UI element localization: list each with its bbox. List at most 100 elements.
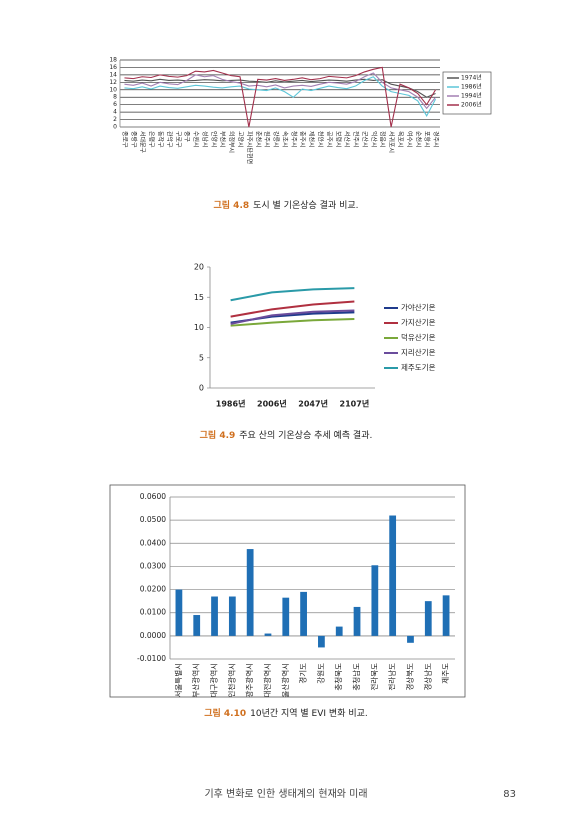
x-tick-label: 인천광역시	[226, 663, 236, 698]
x-tick-label: 제천시	[308, 131, 316, 148]
caption-label: 그림 4.9	[200, 429, 236, 441]
x-tick-label: 대전광역시	[262, 663, 272, 698]
figure-caption: 그림 4.9 주요 산의 기온상승 추세 예측 결과.	[200, 429, 373, 441]
x-tick-label: 천안시	[317, 131, 325, 148]
chart-frame	[109, 484, 466, 698]
x-tick-label: 순천시	[414, 131, 422, 148]
y-tick-label: 0	[199, 384, 204, 393]
y-tick-label: 14	[109, 71, 117, 78]
x-tick-label: 청주시	[290, 131, 297, 148]
y-tick-label: 12	[109, 79, 117, 86]
x-tick-label: 광주광역시	[244, 663, 254, 698]
series-line	[230, 309, 355, 325]
caption-text: 10년간 지역 별 EVI 변화 비교.	[250, 708, 368, 719]
y-tick-label: 0.0300	[140, 561, 166, 570]
x-tick-label: 종로구	[121, 131, 128, 148]
legend-label: 가지산기온	[401, 317, 436, 327]
x-tick-label: 포항시	[423, 131, 431, 148]
bar	[371, 565, 379, 636]
y-tick-label: 15	[194, 293, 204, 302]
x-tick-label: 1986년	[216, 399, 246, 409]
legend-label: 1974년	[461, 74, 482, 82]
x-tick-label: 수원시	[192, 131, 200, 148]
x-tick-label: 제주도	[441, 663, 450, 684]
bar	[282, 597, 290, 636]
bar	[335, 626, 343, 636]
legend-frame	[442, 71, 492, 115]
y-tick-label: 0.0500	[140, 515, 166, 524]
x-tick-label: 서귀포시	[388, 131, 396, 153]
x-tick-label: 서산시	[343, 131, 351, 148]
legend-label: 지리산기온	[401, 347, 436, 357]
y-tick-label: -0.0100	[137, 654, 166, 663]
x-tick-label: 중구	[183, 131, 190, 143]
x-tick-label: 강원도	[315, 663, 325, 684]
caption-text: 주요 산의 기온상승 추세 예측 결과.	[239, 430, 372, 441]
y-tick-label: 0.0400	[140, 538, 166, 547]
x-tick-label: 2107년	[340, 399, 370, 409]
bar	[228, 596, 236, 636]
y-tick-label: 0	[113, 124, 117, 131]
x-tick-label: 의정부시	[228, 131, 236, 153]
x-tick-label: 공주시	[325, 131, 332, 148]
x-tick-label: 익산시	[370, 131, 378, 148]
legend-label: 2006년	[461, 101, 482, 109]
bar	[246, 549, 254, 636]
x-tick-label: 부천시	[219, 131, 227, 148]
y-tick-label: 10	[194, 323, 204, 332]
y-tick-label: 4	[113, 109, 117, 116]
y-tick-label: 18	[109, 57, 117, 64]
x-tick-label: 성남시	[201, 131, 209, 148]
bar	[389, 515, 397, 636]
x-tick-label: 관악구	[165, 131, 173, 148]
x-tick-label: 경상남도	[422, 663, 432, 691]
legend-label: 제주도기온	[401, 363, 436, 372]
x-tick-label: 충청남도	[352, 663, 361, 691]
y-tick-label: 16	[109, 64, 117, 71]
legend-label: 덕유산기온	[401, 332, 436, 342]
bar	[442, 595, 450, 636]
y-tick-label: 2	[113, 116, 117, 123]
x-tick-label: 여수시	[405, 131, 413, 148]
bar	[264, 633, 272, 636]
x-tick-label: 목포시	[397, 131, 404, 148]
series-line	[124, 76, 437, 117]
x-tick-label: 파주시탄현면	[245, 131, 253, 164]
bar	[424, 601, 432, 636]
x-tick-label: 전라남도	[387, 663, 397, 691]
x-tick-label: 고양시	[237, 131, 245, 148]
series-line	[230, 318, 355, 327]
bar	[193, 615, 201, 636]
y-tick-label: 10	[109, 86, 117, 93]
x-tick-label: 안양시	[210, 131, 218, 148]
y-tick-label: 0.0200	[140, 585, 166, 594]
x-tick-label: 대구광역시	[209, 663, 219, 698]
y-tick-label: 0.0600	[140, 492, 166, 501]
bar	[175, 589, 183, 636]
x-tick-label: 2047년	[298, 399, 328, 409]
y-tick-label: 6	[113, 101, 117, 108]
bar	[318, 635, 325, 648]
x-tick-label: 경주시	[432, 131, 439, 148]
series-line	[230, 300, 355, 318]
x-tick-label: 은평구	[148, 131, 156, 148]
x-tick-label: 서울특별시	[173, 663, 183, 698]
x-tick-label: 전주시	[352, 131, 360, 148]
bar	[300, 591, 307, 636]
bar	[211, 596, 218, 636]
x-tick-label: 전라북도	[369, 663, 379, 691]
x-tick-label: 경상북도	[404, 663, 414, 691]
x-tick-label: 원주시	[263, 131, 271, 148]
x-tick-label: 정읍시	[379, 131, 386, 148]
caption-label: 그림 4.10	[204, 707, 246, 719]
x-tick-label: 서대문구	[139, 131, 147, 154]
x-tick-label: 군산시	[361, 131, 369, 148]
y-tick-label: 8	[113, 94, 117, 101]
figure-caption: 그림 4.10 10년간 지역 별 EVI 변화 비교.	[204, 707, 368, 719]
x-tick-label: 부산광역시	[191, 663, 201, 698]
caption-text: 도시 별 기온상승 결과 비교.	[253, 200, 358, 211]
x-tick-label: 경기도	[298, 663, 308, 684]
footer-text: 기후 변화로 인한 생태계의 현재와 미래	[204, 788, 367, 800]
